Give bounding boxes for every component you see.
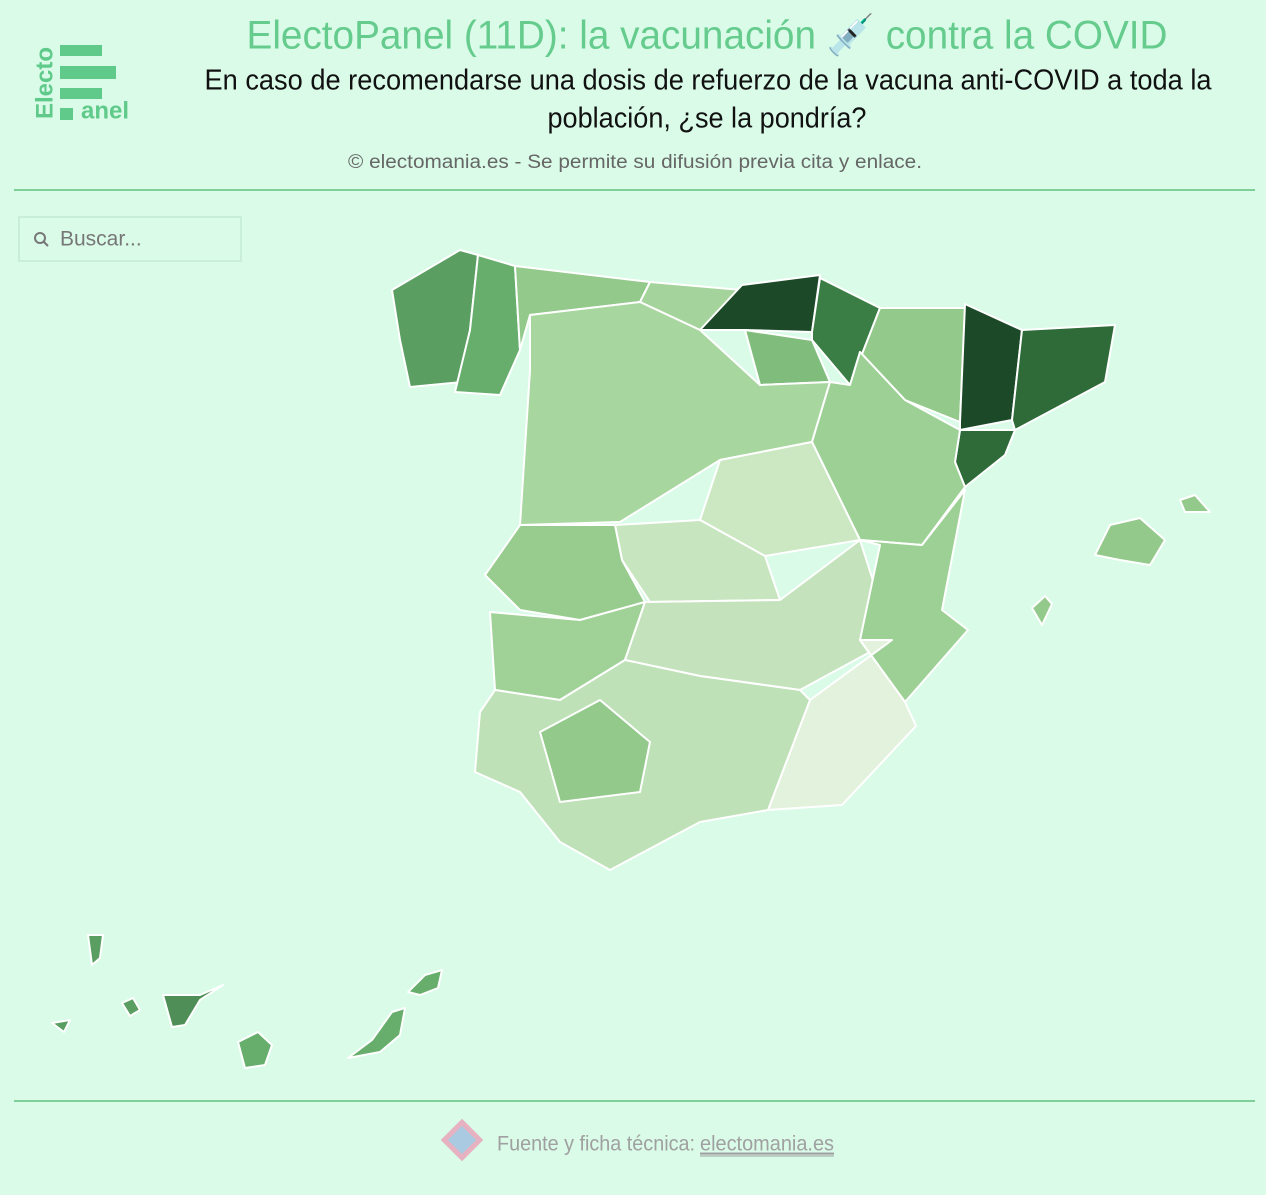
province[interactable] bbox=[699, 441, 861, 557]
province[interactable] bbox=[959, 303, 1023, 431]
province[interactable] bbox=[407, 969, 443, 996]
footer-logo bbox=[440, 1118, 484, 1162]
search-input[interactable] bbox=[18, 216, 242, 262]
copyright: © electomania.es - Se permite su difusió… bbox=[348, 152, 922, 173]
province[interactable] bbox=[51, 1019, 71, 1033]
province[interactable] bbox=[699, 274, 821, 333]
province[interactable] bbox=[767, 639, 917, 811]
logo-text: anel bbox=[81, 97, 129, 124]
subtitle: población, ¿se la pondría? bbox=[548, 103, 867, 135]
title: ElectoPanel (11D): la vacunación 💉 contr… bbox=[247, 12, 1168, 58]
province[interactable] bbox=[811, 277, 881, 386]
logo-bar bbox=[60, 66, 116, 79]
footer-icon bbox=[447, 1125, 477, 1155]
province[interactable] bbox=[1031, 595, 1053, 626]
search-placeholder: Buscar... bbox=[60, 228, 142, 251]
province[interactable] bbox=[1094, 517, 1166, 566]
search-icon bbox=[43, 241, 49, 247]
logo-bar bbox=[60, 88, 102, 99]
footer-label: Fuente y ficha técnica: bbox=[497, 1133, 695, 1156]
logo-text: Electo bbox=[31, 47, 58, 119]
province[interactable] bbox=[347, 1007, 406, 1059]
logo-bar bbox=[60, 108, 73, 120]
subtitle: En caso de recomendarse una dosis de ref… bbox=[205, 65, 1213, 97]
map bbox=[51, 249, 1211, 1069]
province[interactable] bbox=[87, 934, 104, 966]
province[interactable] bbox=[1011, 324, 1116, 431]
province[interactable] bbox=[1179, 494, 1211, 513]
province[interactable] bbox=[539, 699, 651, 803]
province[interactable] bbox=[121, 997, 141, 1017]
logo: Electo anel bbox=[31, 45, 129, 124]
province[interactable] bbox=[237, 1031, 273, 1069]
logo-bar bbox=[60, 45, 102, 56]
search-box[interactable]: Buscar... bbox=[18, 216, 242, 262]
footer-link[interactable]: electomania.es bbox=[700, 1133, 834, 1156]
province[interactable] bbox=[162, 984, 224, 1028]
search-icon bbox=[34, 232, 46, 244]
